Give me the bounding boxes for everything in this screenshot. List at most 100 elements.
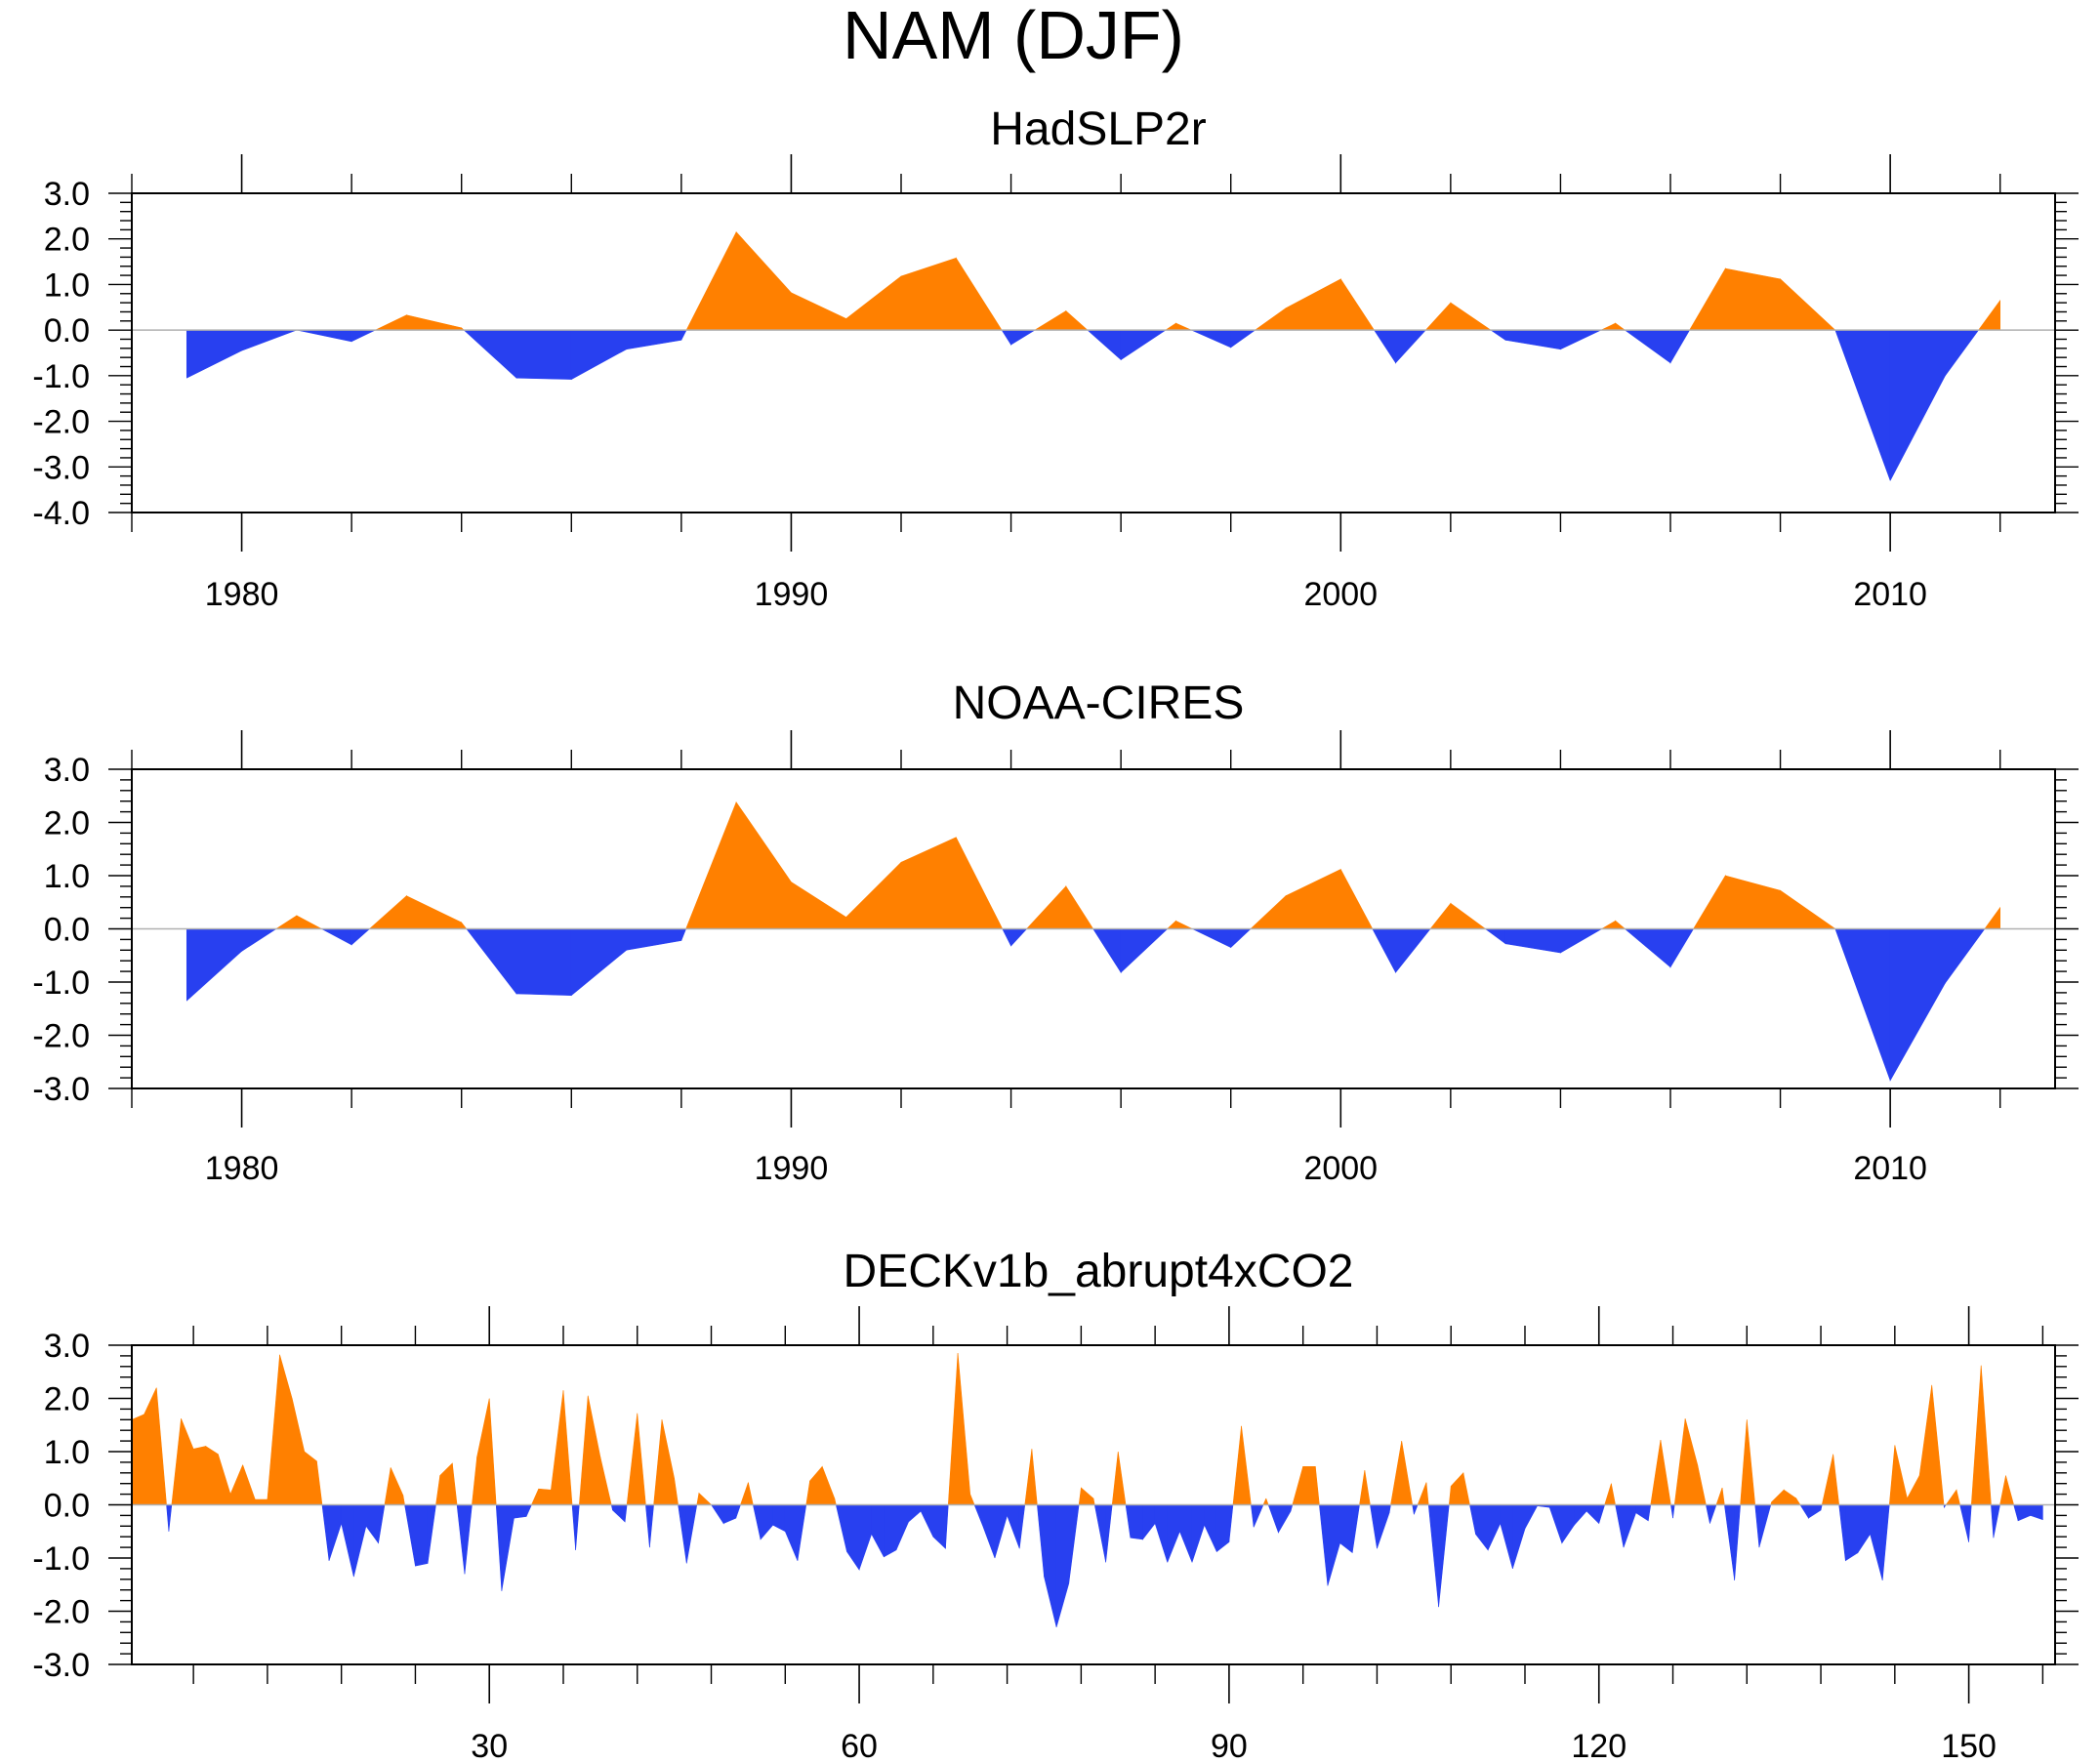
negative-area-segment — [1278, 1504, 1292, 1534]
negative-area-segment — [168, 1504, 173, 1532]
positive-area-segment — [805, 1480, 810, 1505]
positive-area-segment — [955, 257, 1003, 331]
positive-area-segment — [1033, 309, 1067, 331]
positive-area-segment — [181, 1418, 194, 1505]
x-tick-label-2010: 2010 — [1853, 576, 1927, 613]
positive-area-segment — [955, 837, 1004, 929]
negative-area-segment — [570, 329, 627, 381]
positive-area-segment — [296, 915, 322, 929]
negative-area-segment — [1475, 1504, 1489, 1551]
positive-area-segment — [304, 1451, 317, 1505]
positive-area-segment — [291, 1398, 306, 1505]
y-axis: 3.0 2.0 1.0 0.0 -1.0 -2.0 -3.0 — [32, 752, 2079, 1108]
negative-area-segment — [1669, 329, 1691, 364]
negative-area-segment — [1002, 928, 1011, 947]
negative-area-segment — [1068, 1504, 1080, 1584]
negative-area-segment — [2030, 1504, 2043, 1521]
positive-area-segment — [538, 1488, 552, 1505]
positive-area-segment — [1600, 920, 1617, 929]
positive-area-segment — [1462, 1472, 1470, 1505]
positive-area-segment — [1450, 902, 1487, 929]
positive-area-segment — [1977, 299, 2001, 331]
negative-area-segment — [1945, 928, 1986, 985]
positive-area-segment — [1302, 1465, 1316, 1505]
negative-area-segment — [1487, 1504, 1502, 1550]
negative-area-segment — [1388, 1504, 1391, 1513]
positive-area-segment — [900, 837, 957, 929]
negative-area-segment — [1228, 1504, 1234, 1542]
negative-area-segment — [884, 1504, 897, 1558]
negative-area-segment — [835, 1504, 847, 1552]
negative-area-segment — [645, 1504, 650, 1548]
positive-area-segment — [599, 1456, 612, 1505]
y-axis: 3.0 2.0 1.0 0.0 -1.0 -2.0 -3.0 -4.0 — [32, 176, 2079, 532]
positive-area-segment — [279, 1354, 293, 1505]
positive-area-segment — [1425, 1482, 1429, 1505]
positive-area-segment — [1970, 1365, 1982, 1505]
positive-area-segment — [229, 1464, 243, 1505]
positive-area-segment — [1780, 889, 1836, 929]
positive-area-segment — [205, 1445, 219, 1505]
negative-area-segment — [973, 1504, 983, 1526]
positive-area-segment — [698, 1492, 713, 1505]
negative-area-segment — [1395, 928, 1431, 974]
negative-area-segment — [571, 1504, 576, 1550]
positive-area-segment — [748, 1482, 754, 1505]
x-tick-label-1980: 1980 — [205, 1150, 279, 1187]
positive-area-segment — [1980, 1365, 1992, 1505]
negative-area-segment — [760, 1504, 773, 1540]
positive-area-segment — [578, 1395, 589, 1505]
y-tick-label-1p0: 1.0 — [44, 1434, 90, 1471]
positive-area-segment — [1078, 1488, 1082, 1505]
positive-area-segment — [144, 1387, 157, 1505]
x-axis: 1980 1990 2000 2010 — [131, 154, 2001, 613]
negative-area-segment — [353, 1504, 367, 1578]
negative-area-segment — [241, 329, 297, 351]
positive-area-segment — [1740, 1419, 1748, 1505]
positive-area-segment — [1600, 322, 1617, 331]
positive-area-segment — [1721, 1488, 1725, 1505]
negative-area-segment — [1125, 1504, 1132, 1538]
positive-area-segment — [1615, 322, 1626, 331]
positive-area-segment — [821, 1466, 836, 1505]
figure-title: NAM (DJF) — [843, 0, 1184, 73]
positive-area-segment — [1956, 1490, 1960, 1505]
negative-area-segment — [612, 1504, 626, 1523]
negative-area-segment — [1490, 329, 1506, 341]
negative-area-segment — [1585, 1504, 1600, 1525]
positive-area-segment — [1984, 906, 2001, 929]
positive-area-segment — [969, 1494, 975, 1505]
negative-area-segment — [945, 1504, 949, 1549]
positive-area-segment — [900, 257, 957, 331]
negative-area-segment — [1055, 1504, 1070, 1627]
positive-area-segment — [1164, 322, 1176, 331]
positive-area-segment — [2005, 1475, 2015, 1505]
negative-area-segment — [1524, 1504, 1538, 1530]
positive-area-segment — [1024, 1449, 1033, 1505]
negative-area-segment — [1991, 1504, 1995, 1538]
positive-area-segment — [1918, 1384, 1933, 1505]
negative-area-segment — [1758, 1504, 1772, 1548]
negative-area-segment — [1192, 928, 1232, 949]
negative-area-segment — [784, 1504, 799, 1561]
negative-area-segment — [427, 1504, 436, 1564]
negative-area-segment — [1230, 928, 1252, 949]
positive-area-segment — [406, 314, 463, 331]
series-area — [185, 800, 2001, 1082]
y-tick-label-3p0: 3.0 — [44, 1328, 90, 1365]
negative-area-segment — [685, 1504, 698, 1564]
negative-area-segment — [1469, 1504, 1476, 1535]
negative-area-segment — [1267, 1504, 1279, 1533]
y-tick-label-neg1p0: -1.0 — [32, 1540, 90, 1578]
negative-area-segment — [1319, 1504, 1329, 1586]
positive-area-segment — [439, 1462, 453, 1505]
negative-area-segment — [1215, 1504, 1230, 1553]
positive-area-segment — [171, 1418, 182, 1505]
positive-area-segment — [735, 800, 792, 929]
negative-area-segment — [1092, 928, 1122, 974]
negative-area-segment — [1191, 1504, 1205, 1563]
negative-area-segment — [932, 1504, 946, 1549]
negative-area-segment — [678, 1504, 687, 1564]
positive-area-segment — [402, 1495, 405, 1505]
